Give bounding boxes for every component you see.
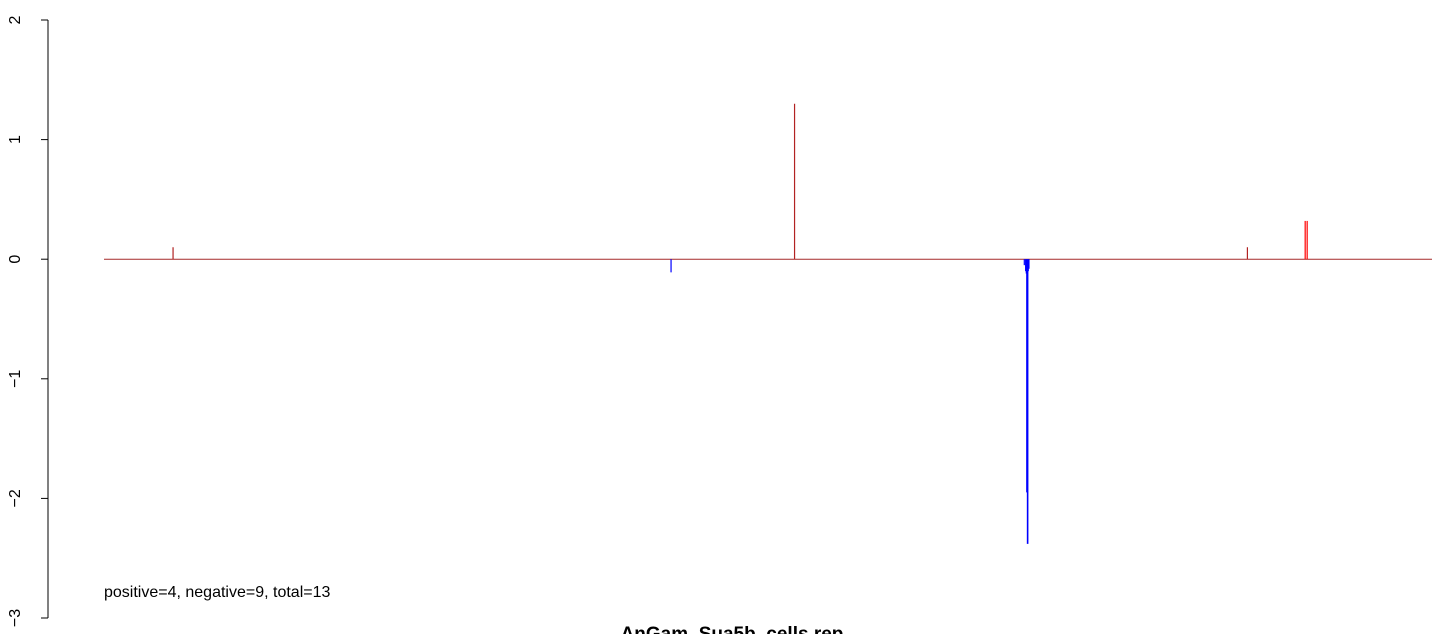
y-tick-label: 1 xyxy=(7,135,24,144)
y-tick-label: −2 xyxy=(7,489,24,507)
y-tick-label: 0 xyxy=(7,255,24,264)
chart-title: AnGam_Sua5b_cells rep xyxy=(621,624,844,634)
count-annotation: positive=4, negative=9, total=13 xyxy=(104,584,330,601)
y-tick-label: −3 xyxy=(7,609,24,627)
bars-group xyxy=(172,103,1308,544)
y-tick-label: 2 xyxy=(7,15,24,24)
y-axis: −3 −2 −1 0 1 2 xyxy=(7,15,49,627)
y-tick-label: −1 xyxy=(7,370,24,388)
